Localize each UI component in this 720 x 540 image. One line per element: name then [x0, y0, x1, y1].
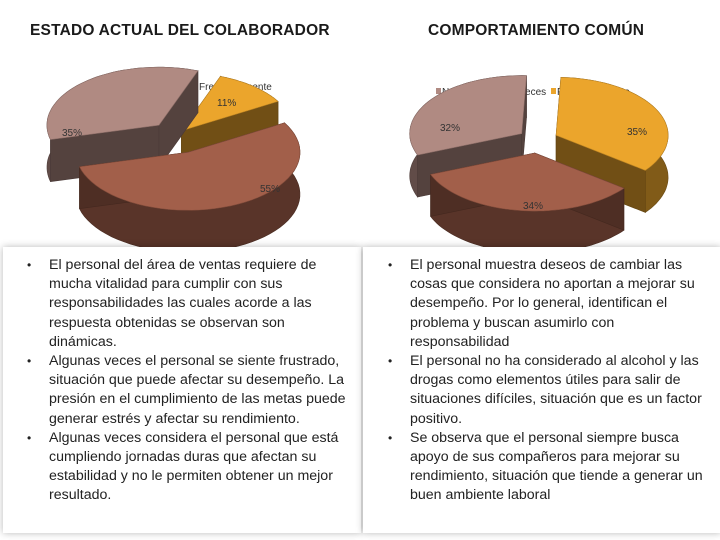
bullet-list: • El personal del área de ventas requiere… [3, 247, 361, 506]
data-label: 35% [627, 127, 647, 138]
bullet-item: • El personal del área de ventas requiere… [3, 256, 355, 352]
bullet-text: Algunas veces el personal se siente frus… [49, 353, 346, 427]
data-label: 34% [523, 201, 543, 212]
bullet-marker: • [388, 258, 393, 272]
chart-title-estado-actual: ESTADO ACTUAL DEL COLABORADOR [30, 22, 330, 39]
pie-slice [79, 122, 301, 253]
bullet-text: El personal no ha considerado al alcohol… [410, 353, 702, 427]
pie-chart-estado-actual: NuncaAlguna VezFrecuentemente35%55%11% [46, 66, 301, 253]
bullet-marker: • [27, 354, 32, 369]
legend-swatch [436, 88, 441, 94]
bullet-marker: • [388, 354, 393, 369]
bullet-marker: • [27, 430, 32, 445]
bullet-text: Se observa que el personal siempre busca… [410, 429, 703, 504]
bullet-text: Algunas veces considera el personal que … [49, 429, 339, 504]
pie-chart-comportamiento-comun: NuncaAlgunas VecesFrecuentemente32%34%35… [409, 75, 669, 254]
data-label: 11% [217, 98, 236, 109]
bullet-item: • Algunas veces el personal se siente fru… [3, 352, 355, 429]
data-label: 32% [440, 123, 460, 134]
bullet-text: El personal muestra deseos de cambiar la… [410, 257, 695, 350]
pie-slice [46, 66, 199, 182]
data-label: 35% [62, 128, 82, 139]
text-panel-estado-actual: • El personal del área de ventas requiere… [3, 247, 361, 533]
bullet-list: • El personal muestra deseos de cambiar l… [363, 247, 720, 506]
bullet-marker: • [27, 258, 32, 272]
bullet-item: • Algunas veces considera el personal que… [3, 429, 355, 506]
text-panel-comportamiento-comun: • El personal muestra deseos de cambiar l… [363, 247, 720, 533]
bullet-item: • El personal muestra deseos de cambiar l… [363, 256, 715, 352]
bullet-marker: • [388, 430, 393, 445]
pie-slice [430, 152, 625, 254]
pie-slice [409, 75, 527, 198]
legend-swatch [551, 88, 556, 94]
data-label: 55% [260, 184, 280, 195]
chart-title-comportamiento-comun: COMPORTAMIENTO COMÚN [428, 22, 645, 39]
bullet-text: El personal del área de ventas requiere … [49, 257, 317, 350]
bullet-item: • El personal no ha considerado al alcoho… [363, 352, 715, 429]
bullet-item: • Se observa que el personal siempre busc… [363, 429, 715, 506]
